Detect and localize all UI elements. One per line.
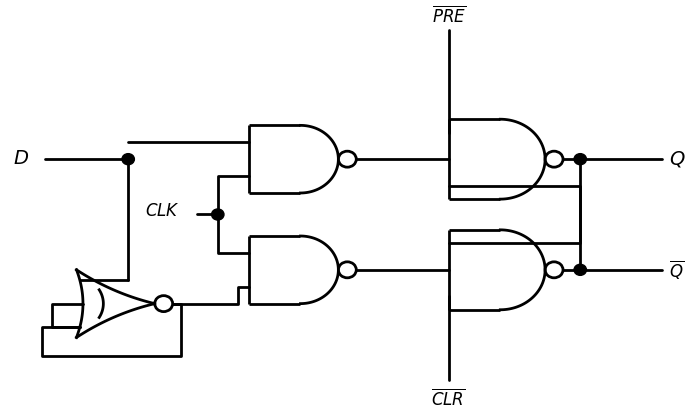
Circle shape	[574, 264, 587, 275]
Text: $\overline{Q}$: $\overline{Q}$	[669, 259, 684, 281]
Text: $Q$: $Q$	[669, 149, 685, 169]
Text: $CLK$: $CLK$	[145, 203, 180, 220]
Text: $\overline{PRE}$: $\overline{PRE}$	[432, 5, 466, 26]
Circle shape	[574, 154, 587, 165]
Text: $D$: $D$	[13, 150, 29, 168]
Text: $\overline{CLR}$: $\overline{CLR}$	[431, 388, 466, 409]
Circle shape	[122, 154, 134, 165]
Circle shape	[211, 209, 224, 220]
